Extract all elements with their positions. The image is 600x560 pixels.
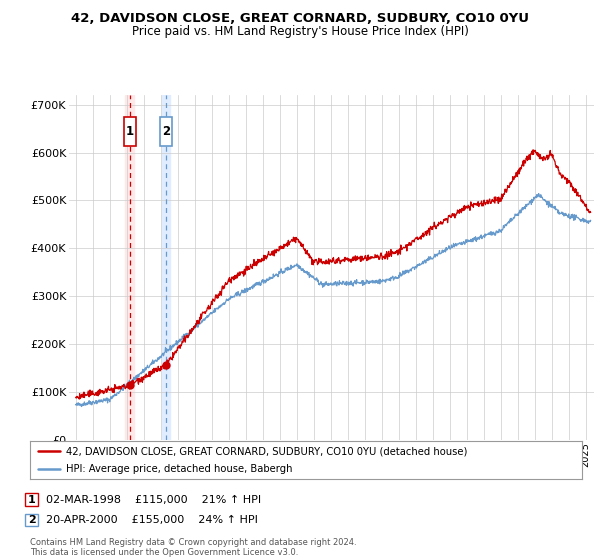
- Text: Price paid vs. HM Land Registry's House Price Index (HPI): Price paid vs. HM Land Registry's House …: [131, 25, 469, 38]
- Text: 02-MAR-1998    £115,000    21% ↑ HPI: 02-MAR-1998 £115,000 21% ↑ HPI: [46, 494, 262, 505]
- Text: HPI: Average price, detached house, Babergh: HPI: Average price, detached house, Babe…: [66, 464, 292, 474]
- Bar: [160, 117, 172, 146]
- Text: 2: 2: [162, 125, 170, 138]
- Bar: [161, 95, 170, 440]
- Text: 42, DAVIDSON CLOSE, GREAT CORNARD, SUDBURY, CO10 0YU: 42, DAVIDSON CLOSE, GREAT CORNARD, SUDBU…: [71, 12, 529, 25]
- Text: 20-APR-2000    £155,000    24% ↑ HPI: 20-APR-2000 £155,000 24% ↑ HPI: [46, 515, 258, 525]
- Text: 2: 2: [28, 515, 35, 525]
- Bar: [125, 95, 134, 440]
- Text: 1: 1: [28, 494, 35, 505]
- Text: 1: 1: [125, 125, 134, 138]
- Text: 42, DAVIDSON CLOSE, GREAT CORNARD, SUDBURY, CO10 0YU (detached house): 42, DAVIDSON CLOSE, GREAT CORNARD, SUDBU…: [66, 446, 467, 456]
- Text: Contains HM Land Registry data © Crown copyright and database right 2024.
This d: Contains HM Land Registry data © Crown c…: [30, 538, 356, 557]
- Bar: [124, 117, 136, 146]
